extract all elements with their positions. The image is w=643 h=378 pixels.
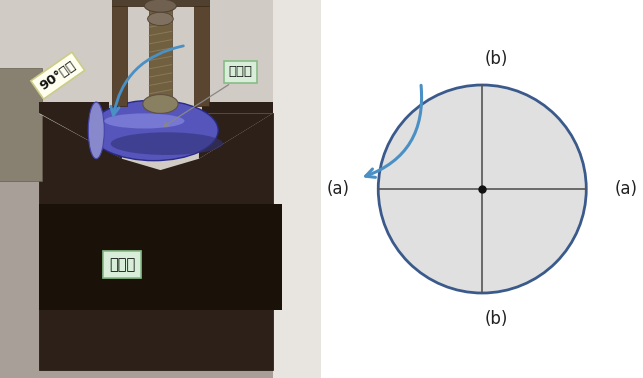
Text: (a): (a) [327,180,350,198]
Text: (b): (b) [485,50,508,68]
Polygon shape [39,113,273,170]
Text: 90°倒す: 90°倒す [37,59,78,93]
FancyBboxPatch shape [0,68,42,181]
Circle shape [378,85,586,293]
Ellipse shape [104,113,185,129]
FancyBboxPatch shape [149,0,172,106]
FancyBboxPatch shape [273,0,321,378]
Text: (a): (a) [615,180,637,198]
Text: 金ます: 金ます [109,257,135,272]
Text: (b): (b) [485,310,508,328]
Ellipse shape [148,12,173,26]
Polygon shape [199,113,273,159]
FancyBboxPatch shape [39,204,71,310]
Ellipse shape [88,102,104,159]
Ellipse shape [111,132,223,155]
FancyBboxPatch shape [39,113,273,370]
Ellipse shape [143,94,178,113]
FancyBboxPatch shape [0,0,321,170]
FancyBboxPatch shape [202,102,273,113]
FancyBboxPatch shape [113,0,208,6]
Text: 工作物: 工作物 [229,65,253,78]
FancyBboxPatch shape [39,102,109,113]
FancyBboxPatch shape [194,6,208,106]
FancyBboxPatch shape [71,204,247,310]
FancyBboxPatch shape [0,170,321,378]
FancyBboxPatch shape [113,6,127,106]
Ellipse shape [90,100,218,161]
Polygon shape [39,113,122,159]
FancyBboxPatch shape [247,204,282,310]
Ellipse shape [145,0,176,12]
